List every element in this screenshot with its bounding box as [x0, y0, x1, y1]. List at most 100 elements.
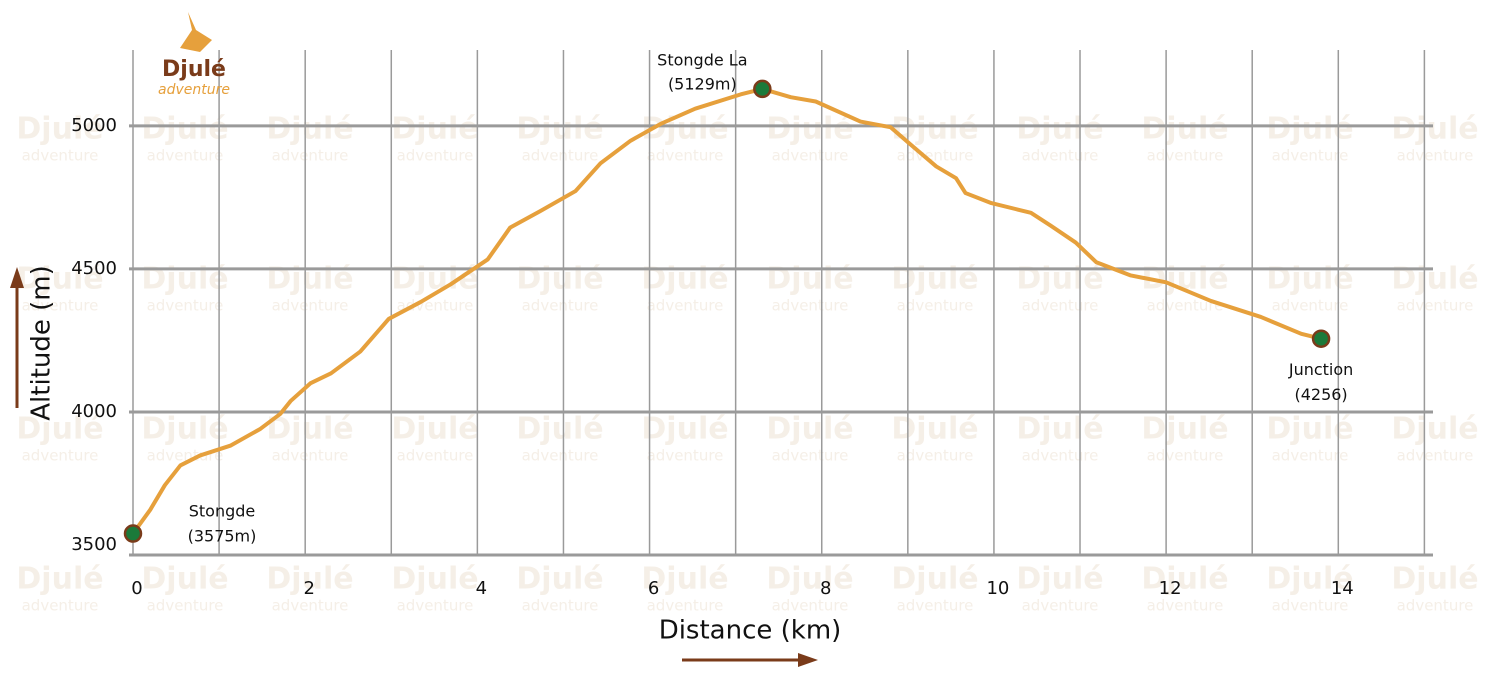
watermark-name: Djulé	[141, 412, 228, 447]
watermark-tagline: adventure	[1147, 597, 1224, 615]
watermark-name: Djulé	[766, 262, 853, 297]
y-tick-label: 5000	[71, 115, 117, 136]
watermark-tagline: adventure	[772, 147, 849, 165]
watermark-name: Djulé	[266, 412, 353, 447]
x-axis-title: Distance (km)	[659, 616, 842, 646]
watermark-tagline: adventure	[1147, 447, 1224, 465]
watermark-tagline: adventure	[897, 297, 974, 315]
watermark-tagline: adventure	[397, 597, 474, 615]
watermark-tagline: adventure	[272, 597, 349, 615]
watermark-tagline: adventure	[1397, 297, 1474, 315]
watermark-name: Djulé	[16, 262, 103, 297]
watermark-tagline: adventure	[772, 447, 849, 465]
watermark-name: Djulé	[641, 262, 728, 297]
watermark-tagline: adventure	[1272, 297, 1349, 315]
x-tick-label: 6	[648, 578, 659, 599]
watermark-name: Djulé	[16, 562, 103, 597]
watermark-tagline: adventure	[522, 147, 599, 165]
watermark-name: Djulé	[1141, 562, 1228, 597]
watermark-name: Djulé	[1266, 112, 1353, 147]
watermark-tagline: adventure	[397, 297, 474, 315]
waypoint-name: Junction	[1288, 360, 1353, 379]
watermark-tagline: adventure	[397, 147, 474, 165]
x-tick-label: 14	[1331, 578, 1354, 599]
watermark-name: Djulé	[641, 412, 728, 447]
watermark-name: Djulé	[641, 112, 728, 147]
waypoint-marker	[123, 524, 143, 543]
watermark-tagline: adventure	[147, 297, 224, 315]
watermark-tagline: adventure	[1147, 147, 1224, 165]
watermark-tagline: adventure	[647, 297, 724, 315]
watermark-name: Djulé	[1391, 262, 1478, 297]
watermark-name: Djulé	[391, 112, 478, 147]
watermark-tagline: adventure	[1022, 297, 1099, 315]
watermark-name: Djulé	[1141, 412, 1228, 447]
watermark-tagline: adventure	[272, 297, 349, 315]
watermark-name: Djulé	[516, 412, 603, 447]
watermark-name: Djulé	[1391, 562, 1478, 597]
x-tick-label: 4	[476, 578, 487, 599]
watermark-tagline: adventure	[22, 447, 99, 465]
watermarks: DjuléadventureDjuléadventureDjuléadventu…	[16, 112, 1478, 615]
watermark-name: Djulé	[391, 262, 478, 297]
watermark-tagline: adventure	[647, 147, 724, 165]
y-arrow	[10, 267, 24, 408]
elevation-line	[131, 86, 1324, 536]
logo-name: Djulé	[162, 57, 226, 82]
watermark-tagline: adventure	[897, 447, 974, 465]
x-tick-label: 2	[303, 578, 314, 599]
logo-tagline: adventure	[158, 82, 230, 98]
waypoint-marker	[1311, 329, 1331, 348]
watermark-name: Djulé	[891, 412, 978, 447]
watermark-name: Djulé	[516, 562, 603, 597]
watermark-tagline: adventure	[397, 447, 474, 465]
y-tick-label: 4500	[71, 258, 117, 279]
watermark-name: Djulé	[1016, 262, 1103, 297]
watermark-tagline: adventure	[1397, 597, 1474, 615]
waypoint-name: Stongde La	[657, 50, 747, 69]
watermark-tagline: adventure	[147, 597, 224, 615]
watermark-name: Djulé	[1266, 562, 1353, 597]
watermark-name: Djulé	[766, 412, 853, 447]
watermark-name: Djulé	[891, 262, 978, 297]
watermark-tagline: adventure	[772, 597, 849, 615]
logo: Djulé adventure	[158, 12, 230, 98]
watermark-name: Djulé	[16, 112, 103, 147]
waypoint-name: Stongde	[189, 502, 256, 521]
watermark-tagline: adventure	[147, 147, 224, 165]
watermark-name: Djulé	[16, 412, 103, 447]
watermark-tagline: adventure	[1272, 447, 1349, 465]
watermark-name: Djulé	[1141, 112, 1228, 147]
watermark-tagline: adventure	[1022, 447, 1099, 465]
watermark-name: Djulé	[141, 562, 228, 597]
watermark-tagline: adventure	[1397, 447, 1474, 465]
watermark-name: Djulé	[266, 562, 353, 597]
watermark-tagline: adventure	[897, 597, 974, 615]
watermark-name: Djulé	[141, 112, 228, 147]
logo-icon	[180, 12, 212, 52]
watermark-name: Djulé	[766, 562, 853, 597]
x-arrow	[682, 653, 818, 667]
watermark-name: Djulé	[141, 262, 228, 297]
x-tick-label: 8	[820, 578, 831, 599]
watermark-name: Djulé	[1266, 412, 1353, 447]
watermark-tagline: adventure	[647, 597, 724, 615]
waypoint-label: (5129m)	[668, 74, 737, 93]
watermark-name: Djulé	[516, 262, 603, 297]
watermark-name: Djulé	[516, 112, 603, 147]
watermark-tagline: adventure	[22, 147, 99, 165]
watermark-tagline: adventure	[522, 297, 599, 315]
watermark-tagline: adventure	[1272, 147, 1349, 165]
watermark-name: Djulé	[641, 562, 728, 597]
watermark-tagline: adventure	[1022, 597, 1099, 615]
x-tick-label: 12	[1159, 578, 1182, 599]
waypoint-marker	[753, 79, 772, 99]
grid	[129, 50, 1433, 557]
watermark-tagline: adventure	[22, 597, 99, 615]
watermark-tagline: adventure	[272, 447, 349, 465]
waypoint-label: (4256)	[1294, 385, 1347, 404]
watermark-name: Djulé	[266, 112, 353, 147]
x-tick-label: 0	[131, 578, 142, 599]
watermark-name: Djulé	[1016, 562, 1103, 597]
